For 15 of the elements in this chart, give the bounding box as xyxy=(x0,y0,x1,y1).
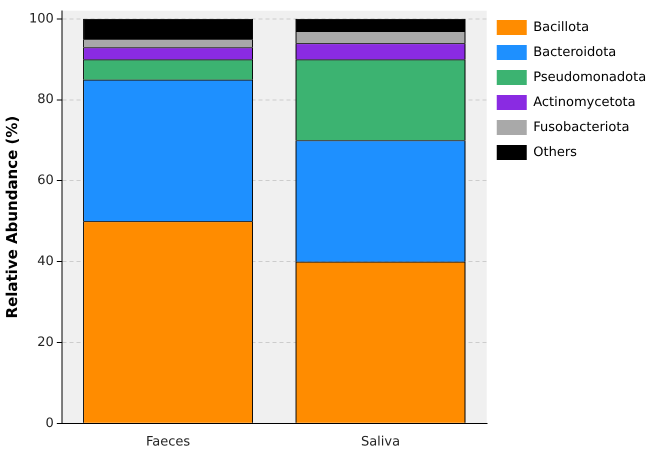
legend-label: Bacteroidota xyxy=(533,44,616,60)
y-tick-label: 60 xyxy=(37,173,54,188)
legend-label: Fusobacteriota xyxy=(533,120,630,135)
y-axis-title: Relative Abundance (%) xyxy=(2,116,21,318)
y-tick-label: 80 xyxy=(37,92,54,108)
legend-label: Pseudomonadota xyxy=(533,70,646,85)
y-tick-label: 100 xyxy=(28,11,54,26)
legend-label: Bacillota xyxy=(533,20,590,35)
y-tick-label: 0 xyxy=(46,416,54,431)
legend-label: Others xyxy=(533,144,578,160)
legend-label: Actinomycetota xyxy=(533,94,636,110)
y-tick-label: 40 xyxy=(37,254,54,269)
x-tick-label: Faeces xyxy=(146,434,190,450)
x-tick-label: Saliva xyxy=(360,434,400,450)
y-tick-label: 20 xyxy=(37,334,54,350)
